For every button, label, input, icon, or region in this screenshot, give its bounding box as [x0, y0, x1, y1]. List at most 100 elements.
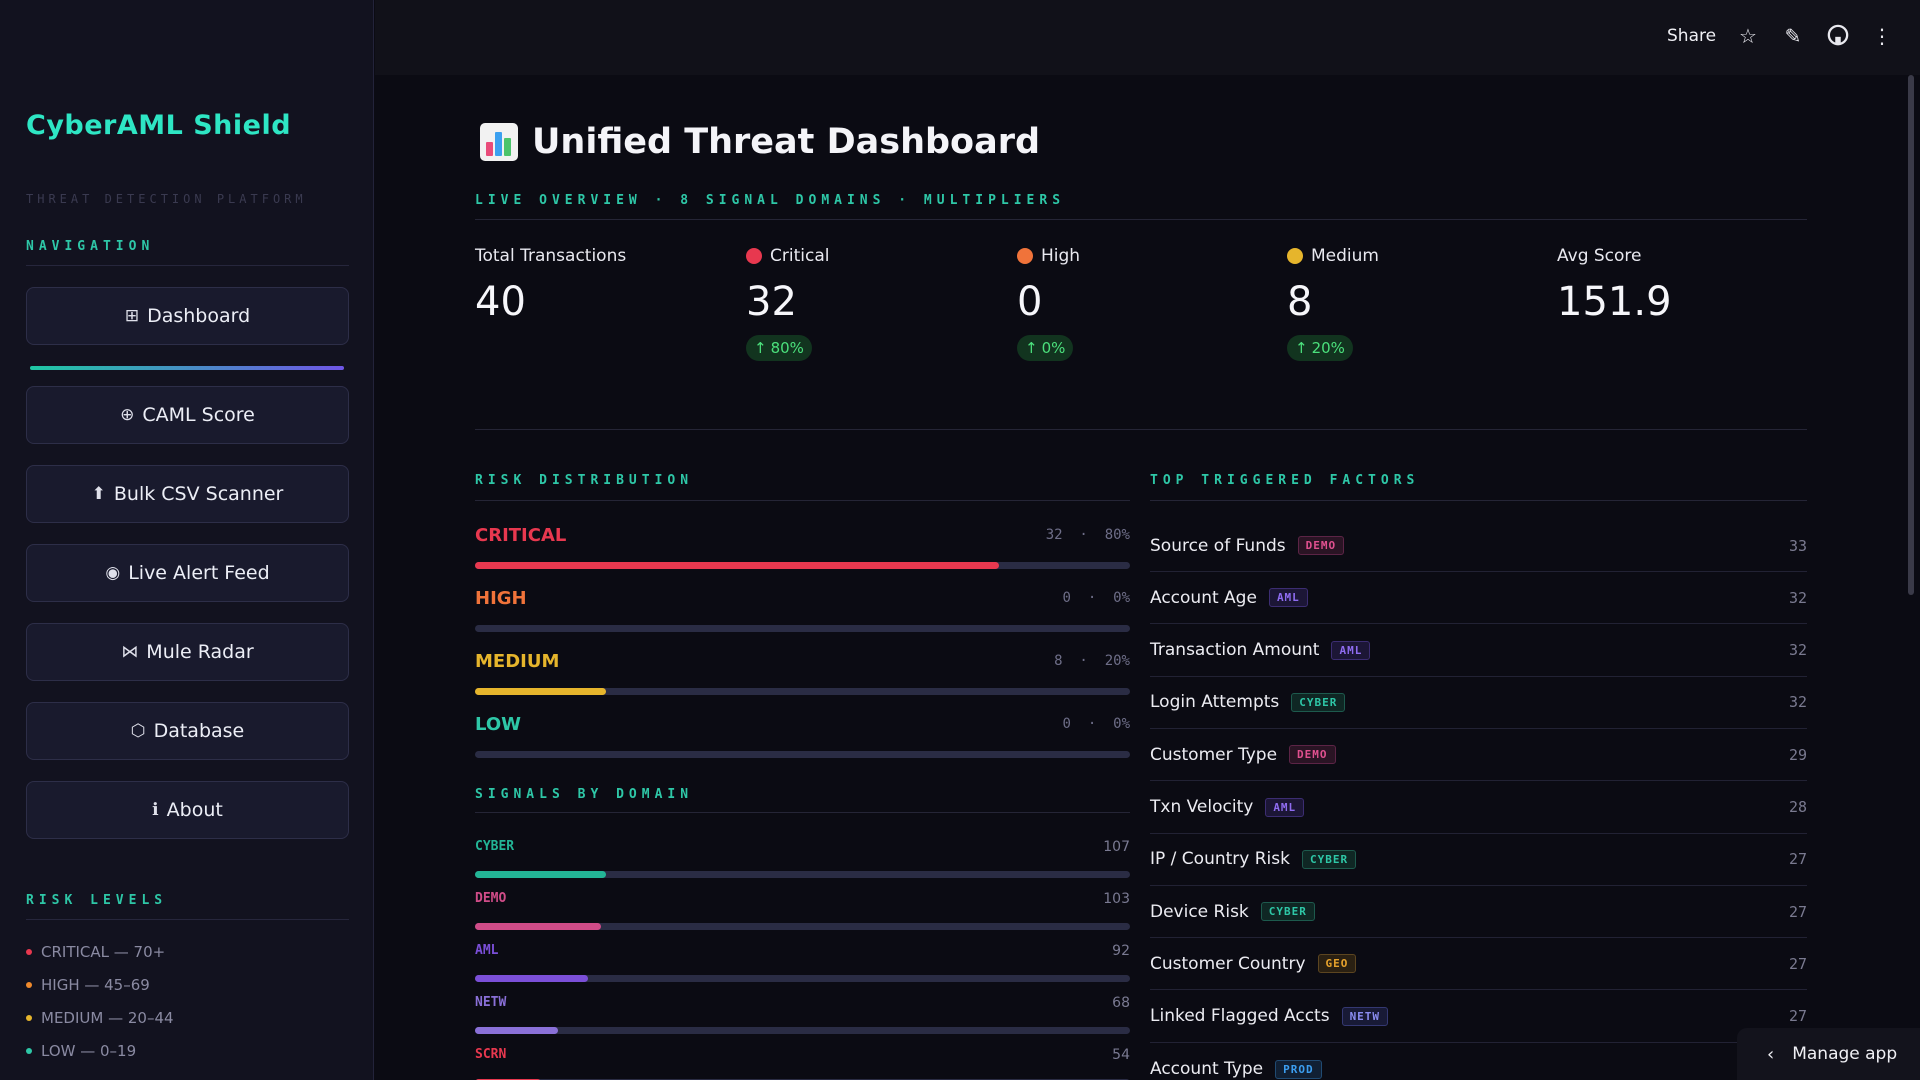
- domain-bar-fill: [475, 923, 602, 930]
- edit-icon[interactable]: ✎: [1784, 24, 1802, 48]
- status-dot-icon: [1287, 248, 1303, 264]
- nav-label: Mule Radar: [146, 641, 254, 663]
- metric-label-text: Critical: [770, 246, 830, 266]
- factor-name: IP / Country Risk: [1150, 849, 1290, 870]
- domain-count: 54: [1112, 1047, 1130, 1063]
- status-dot-icon: [1017, 248, 1033, 264]
- brand-logo: CyberAML Shield: [26, 110, 292, 141]
- metric-card: Avg Score 151.9: [1557, 245, 1817, 325]
- metric-label-text: High: [1041, 246, 1081, 266]
- factor-count: 32: [1788, 588, 1807, 607]
- nav-label: CAML Score: [142, 404, 255, 426]
- separator: ·: [1070, 590, 1114, 606]
- risk-row-high: HIGH 0 · 0%: [475, 588, 1130, 648]
- risk-level-label: HIGH — 45–69: [41, 976, 150, 994]
- star-icon[interactable]: ☆: [1739, 24, 1757, 48]
- divider: [475, 500, 1130, 501]
- domain-name: SCRN: [475, 1047, 507, 1062]
- active-nav-indicator: [30, 366, 344, 370]
- factor-row: Source of Funds DEMO 33: [1150, 520, 1807, 572]
- grid-icon: ⊞: [124, 306, 140, 326]
- factor-row: Txn Velocity AML 28: [1150, 782, 1807, 834]
- metric-value: 8: [1287, 279, 1313, 325]
- factor-count: 27: [1788, 902, 1807, 921]
- metric-card: Total Transactions 40: [475, 245, 735, 325]
- domain-tag: GEO: [1317, 954, 1357, 974]
- domain-tag: DEMO: [1297, 536, 1345, 555]
- status-dot-icon: [746, 248, 762, 264]
- risk-stat: 8 · 20%: [1054, 653, 1130, 669]
- factor-name: Linked Flagged Accts: [1150, 1006, 1330, 1027]
- divider: [26, 265, 349, 266]
- domain-tag: DEMO: [1289, 745, 1336, 765]
- metric-label-text: Avg Score: [1557, 246, 1642, 266]
- metric-value: 40: [475, 279, 526, 325]
- domain-bar-track: [475, 1027, 1130, 1034]
- metric-card: High 0 ↑ 0%: [1017, 245, 1277, 361]
- nav-database-button[interactable]: ⬡ Database: [26, 702, 349, 760]
- factor-name: Login Attempts: [1150, 692, 1280, 713]
- factor-row: Linked Flagged Accts NETW 27: [1150, 991, 1807, 1043]
- level-dot-icon: [26, 1015, 32, 1021]
- domain-count: 103: [1103, 891, 1130, 907]
- factor-name: Device Risk: [1150, 901, 1249, 922]
- metric-delta-badge: ↑ 0%: [1017, 335, 1074, 361]
- navigation-heading: NAVIGATION: [26, 239, 155, 254]
- target-icon: ⊕: [120, 405, 135, 425]
- risk-level-item: CRITICAL — 70+: [26, 943, 165, 961]
- arrow-up-icon: ↑: [754, 339, 767, 357]
- nav-live-alert-feed-button[interactable]: ◉ Live Alert Feed: [26, 544, 349, 602]
- risk-level-item: HIGH — 45–69: [26, 976, 150, 994]
- nav-bulk-csv-scanner-button[interactable]: ⬆ Bulk CSV Scanner: [26, 465, 349, 523]
- manage-app-button[interactable]: ‹ Manage app: [1737, 1028, 1920, 1080]
- domain-name: CYBER: [475, 839, 515, 854]
- info-icon: ℹ: [152, 800, 159, 820]
- risk-count: 0: [1062, 716, 1071, 732]
- domain-count: 92: [1112, 943, 1130, 959]
- risk-percent: 0%: [1113, 716, 1130, 732]
- github-icon[interactable]: [1826, 24, 1850, 48]
- factor-name: Source of Funds: [1150, 535, 1286, 556]
- metric-value: 0: [1017, 279, 1043, 325]
- domain-tag: AML: [1268, 588, 1308, 608]
- domain-tag: CYBER: [1260, 902, 1315, 922]
- domain-bar-track: [475, 871, 1130, 878]
- nav-about-button[interactable]: ℹ About: [26, 781, 349, 839]
- metric-label: Medium: [1287, 245, 1547, 267]
- domain-name: AML: [475, 943, 499, 958]
- risk-level-label: CRITICAL — 70+: [41, 943, 166, 961]
- risk-name: MEDIUM: [475, 651, 560, 672]
- metric-value: 32: [746, 279, 797, 325]
- arrow-up-icon: ↑: [1295, 339, 1308, 357]
- metric-card: Medium 8 ↑ 20%: [1287, 245, 1547, 361]
- nav-label: Live Alert Feed: [128, 562, 270, 584]
- share-button[interactable]: Share: [1667, 26, 1717, 46]
- bar-chart-icon: [480, 123, 518, 161]
- metric-delta-badge: ↑ 20%: [1287, 335, 1353, 361]
- domain-row-aml: AML 92: [475, 943, 1130, 993]
- domain-count: 68: [1112, 995, 1130, 1011]
- factor-name: Transaction Amount: [1150, 640, 1320, 661]
- risk-percent: 80%: [1104, 527, 1130, 543]
- nav-label: Dashboard: [147, 305, 251, 327]
- nav-dashboard-button[interactable]: ⊞ Dashboard: [26, 287, 349, 345]
- risk-level-label: MEDIUM — 20–44: [41, 1009, 174, 1027]
- more-options-icon[interactable]: ⋮: [1872, 24, 1892, 48]
- scrollbar[interactable]: [1908, 75, 1914, 595]
- risk-name: CRITICAL: [475, 525, 567, 546]
- page-title: Unified Threat Dashboard: [480, 122, 1040, 162]
- nav-caml-score-button[interactable]: ⊕ CAML Score: [26, 386, 349, 444]
- hexagon-icon: ⬡: [130, 721, 146, 741]
- metric-label: Avg Score: [1557, 245, 1817, 267]
- risk-percent: 0%: [1113, 590, 1130, 606]
- radio-dot-icon: ◉: [105, 563, 121, 583]
- domain-bar-track: [475, 923, 1130, 930]
- factor-row: Customer Country GEO 27: [1150, 938, 1807, 991]
- nav-mule-radar-button[interactable]: ⋈ Mule Radar: [26, 623, 349, 681]
- factor-row: Login Attempts CYBER 32: [1150, 677, 1807, 729]
- factor-count: 27: [1788, 850, 1807, 869]
- risk-bar-fill: [475, 688, 606, 695]
- brand-subtitle: THREAT DETECTION PLATFORM: [26, 192, 307, 206]
- risk-bar-fill: [475, 562, 999, 569]
- risk-bar-track: [475, 625, 1130, 632]
